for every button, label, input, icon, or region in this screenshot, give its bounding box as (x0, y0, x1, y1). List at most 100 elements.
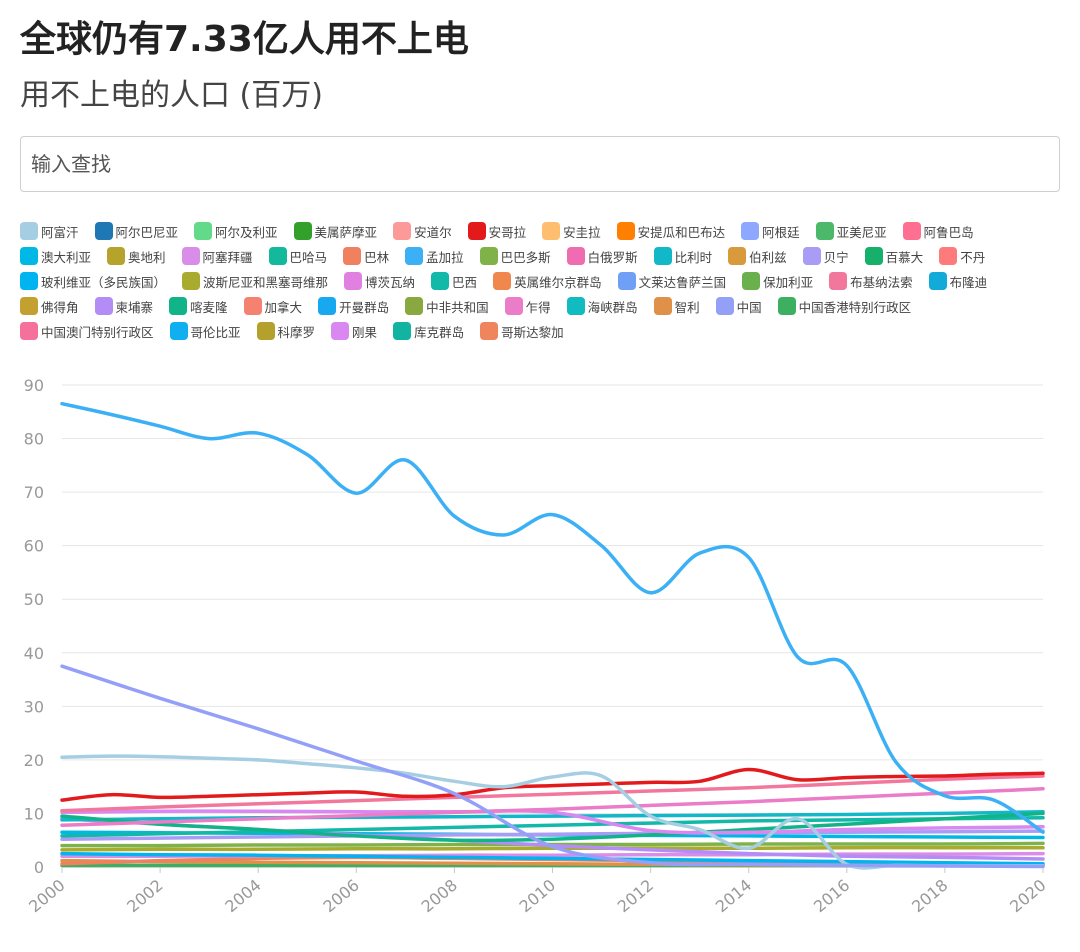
legend-item[interactable]: 美属萨摩亚 (293, 220, 378, 242)
legend-item[interactable]: 保加利亚 (742, 270, 813, 292)
legend-label: 佛得角 (41, 299, 79, 315)
legend-swatch (20, 247, 38, 265)
legend-item[interactable]: 柬埔寨 (94, 295, 154, 317)
legend-label: 哥伦比亚 (190, 324, 241, 340)
legend-swatch (493, 272, 512, 290)
x-tick-label: 2008 (418, 876, 461, 917)
legend-item[interactable]: 阿富汗 (20, 220, 79, 242)
legend-label: 布基纳法索 (850, 274, 913, 290)
y-axis: 0 10 20 30 40 50 60 70 80 90 (24, 376, 44, 877)
legend-item[interactable]: 百慕大 (864, 245, 923, 267)
legend-item[interactable]: 开曼群岛 (318, 295, 389, 317)
legend-item[interactable]: 刚果 (331, 320, 377, 342)
legend-item[interactable]: 海峡群岛 (566, 295, 638, 317)
legend-item[interactable]: 巴林 (343, 245, 389, 267)
legend-item[interactable]: 巴西 (431, 270, 477, 292)
legend-item[interactable]: 阿根廷 (741, 220, 800, 242)
legend-item[interactable]: 库克群岛 (393, 320, 464, 342)
legend-swatch (169, 322, 188, 340)
legend-swatch (728, 247, 747, 265)
legend-swatch (331, 322, 350, 340)
x-tick-label: 2014 (712, 876, 755, 917)
legend-item[interactable]: 阿尔巴尼亚 (94, 220, 178, 242)
legend-item[interactable]: 智利 (653, 295, 700, 317)
legend-label: 中国澳门特别行政区 (41, 324, 154, 340)
series-line (60, 851, 1045, 866)
legend-item[interactable]: 英属维尔京群岛 (493, 270, 602, 292)
legend-swatch (20, 322, 38, 340)
legend-swatch (393, 222, 412, 240)
legend-swatch (617, 272, 636, 290)
legend-item[interactable]: 中国香港特别行政区 (777, 295, 911, 317)
legend-item[interactable]: 不丹 (939, 245, 985, 267)
legend-item[interactable]: 阿塞拜疆 (181, 245, 253, 267)
legend-label: 阿鲁巴岛 (923, 224, 974, 240)
legend-label: 文莱达鲁萨兰国 (638, 274, 727, 290)
legend-item[interactable]: 伯利兹 (728, 245, 787, 267)
legend-swatch (20, 297, 38, 315)
legend-item[interactable]: 佛得角 (20, 295, 79, 317)
legend-item[interactable]: 奥地利 (107, 245, 166, 267)
legend-item[interactable]: 安道尔 (393, 220, 452, 242)
legend-label: 巴巴多斯 (500, 249, 551, 265)
legend-item[interactable]: 布基纳法索 (829, 270, 913, 292)
legend-item[interactable]: 巴哈马 (268, 245, 328, 267)
legend-swatch (715, 297, 734, 315)
legend-swatch (194, 222, 213, 240)
legend-item[interactable]: 玻利维亚（多民族国） (20, 270, 166, 292)
legend-item[interactable]: 亚美尼亚 (815, 220, 887, 242)
legend-label: 喀麦隆 (190, 299, 228, 315)
legend-swatch (256, 322, 275, 340)
legend-item[interactable]: 中非共和国 (405, 295, 489, 317)
legend-item[interactable]: 哥伦比亚 (169, 320, 241, 342)
legend-swatch (741, 222, 760, 240)
legend-item[interactable]: 波斯尼亚和黑塞哥维那 (182, 270, 328, 292)
legend-item[interactable]: 安圭拉 (542, 220, 601, 242)
series-line (60, 811, 1045, 843)
legend-swatch (293, 222, 312, 240)
legend-label: 安圭拉 (563, 224, 601, 240)
legend-item[interactable]: 喀麦隆 (169, 295, 228, 317)
legend-item[interactable]: 加拿大 (243, 295, 302, 317)
legend-swatch (480, 322, 499, 340)
series-line (60, 810, 1045, 822)
x-tick-label: 2002 (123, 876, 166, 917)
legend-label: 柬埔寨 (115, 299, 154, 315)
legend-item[interactable]: 安提瓜和巴布达 (616, 220, 725, 242)
legend-item[interactable]: 安哥拉 (467, 220, 526, 242)
x-tick-label: 2004 (221, 876, 264, 917)
legend-swatch (566, 247, 585, 265)
y-tick-label: 0 (34, 858, 44, 877)
legend-item[interactable]: 贝宁 (802, 245, 849, 267)
legend-item[interactable]: 澳大利亚 (20, 245, 91, 267)
legend-item[interactable]: 阿鲁巴岛 (902, 220, 974, 242)
legend-item[interactable]: 巴巴多斯 (479, 245, 551, 267)
search-input[interactable] (20, 136, 1060, 192)
y-tick-label: 70 (24, 483, 44, 502)
x-tick-label: 2010 (516, 876, 559, 917)
legend-label: 库克群岛 (414, 324, 465, 340)
legend-swatch (405, 247, 424, 265)
legend-label: 巴哈马 (289, 249, 328, 265)
legend-item[interactable]: 布隆迪 (928, 270, 987, 292)
legend-item[interactable]: 乍得 (504, 295, 551, 317)
series-line (60, 829, 1045, 841)
legend-item[interactable]: 科摩罗 (256, 320, 315, 342)
legend-label: 阿富汗 (41, 224, 79, 240)
legend-label: 中国 (736, 299, 762, 315)
legend-item[interactable]: 白俄罗斯 (566, 245, 638, 267)
x-tick-label: 2012 (614, 876, 657, 917)
legend-item[interactable]: 文莱达鲁萨兰国 (617, 270, 727, 292)
legend-item[interactable]: 博茨瓦纳 (344, 270, 415, 292)
page-subtitle: 用不上电的人口 (百万) (20, 78, 323, 113)
legend-item[interactable]: 哥斯达黎加 (480, 320, 564, 342)
legend-item[interactable]: 孟加拉 (405, 245, 464, 267)
legend-item[interactable]: 比利时 (653, 245, 712, 267)
legend-label: 不丹 (960, 249, 986, 265)
legend-item[interactable]: 阿尔及利亚 (194, 220, 278, 242)
x-tick-label: 2006 (319, 876, 362, 917)
legend-label: 美属萨摩亚 (314, 224, 378, 240)
legend-swatch (542, 222, 561, 240)
legend-item[interactable]: 中国 (715, 295, 762, 317)
legend-item[interactable]: 中国澳门特别行政区 (20, 320, 154, 342)
